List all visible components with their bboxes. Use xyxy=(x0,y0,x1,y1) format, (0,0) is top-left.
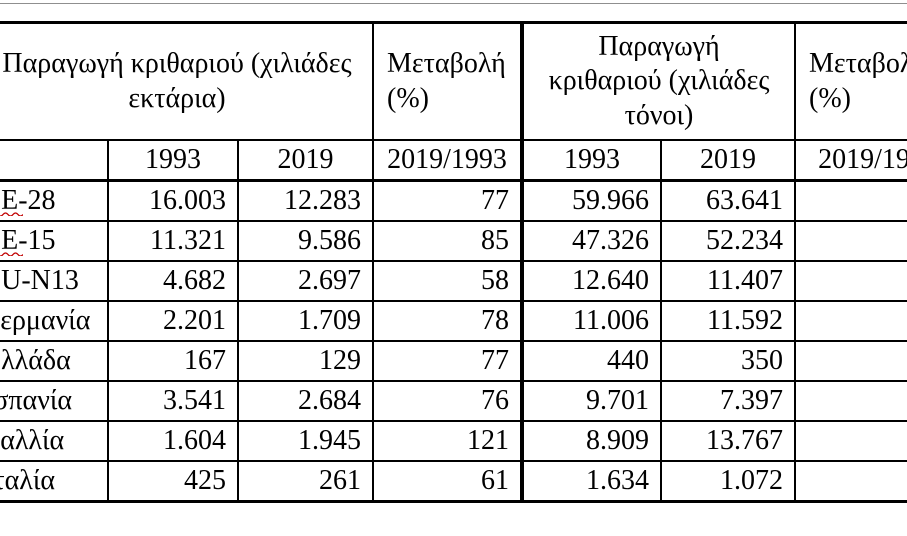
header-change-area: Μεταβολή (%) xyxy=(372,21,524,141)
cell-value: 11.321 xyxy=(107,220,239,262)
cell-value: 11.407 xyxy=(659,260,797,302)
header-row-groups: Παραγωγή κριθαριού (χιλιάδες εκτάρια) Με… xyxy=(0,21,907,141)
cell-value: 76 xyxy=(372,380,524,422)
row-label: Ιταλία xyxy=(0,460,109,503)
cell-value: 2.201 xyxy=(107,300,239,342)
table-container: Παραγωγή κριθαριού (χιλιάδες εκτάρια) Με… xyxy=(0,21,907,503)
cell-value: 2.697 xyxy=(237,260,374,302)
cell-value: 76 xyxy=(794,380,907,422)
table-row: ΕΕ-15 11.321 9.586 85 47.326 52.234 110 xyxy=(0,220,907,262)
cell-value: 11.006 xyxy=(521,300,662,342)
page-top-rule xyxy=(0,3,907,4)
cell-value: 1.072 xyxy=(659,460,797,503)
row-label: Γερμανία xyxy=(0,300,109,342)
cell-value: 13.767 xyxy=(659,420,797,462)
cell-value: 261 xyxy=(237,460,374,503)
spellcheck-squiggle-icon xyxy=(0,212,23,216)
table-row: Ελλάδα 167 129 77 440 350 80 xyxy=(0,340,907,382)
table-row: Γερμανία 2.201 1.709 78 11.006 11.592 10… xyxy=(0,300,907,342)
row-label: EU-N13 xyxy=(0,260,109,302)
cell-value: 52.234 xyxy=(659,220,797,262)
row-label: Ισπανία xyxy=(0,380,109,422)
cell-value: 47.326 xyxy=(521,220,662,262)
cell-value: 8.909 xyxy=(521,420,662,462)
header-tonnes-group: Παραγωγή κριθαριού (χιλιάδες τόνοι) xyxy=(520,21,797,141)
cell-value: 85 xyxy=(372,220,524,262)
cell-value: 1.945 xyxy=(237,420,374,462)
cell-value: 11.592 xyxy=(659,300,797,342)
cell-value: 12.640 xyxy=(521,260,662,302)
cell-value: 1.634 xyxy=(521,460,662,503)
cell-value: 350 xyxy=(659,340,797,382)
cell-value: 77 xyxy=(372,179,524,222)
spellcheck-squiggle-icon xyxy=(0,252,23,256)
cell-value: 78 xyxy=(372,300,524,342)
table-row: Γαλλία 1.604 1.945 121 8.909 13.767 155 xyxy=(0,420,907,462)
cell-value: 129 xyxy=(237,340,374,382)
cell-value: 105 xyxy=(794,300,907,342)
cell-value: 121 xyxy=(372,420,524,462)
cell-value: 66 xyxy=(794,460,907,503)
row-label: ΕΕ-28 xyxy=(0,179,109,222)
subheader-year-2019-tonnes: 2019 xyxy=(659,139,797,182)
cell-value: 63.641 xyxy=(659,179,797,222)
cell-value: 58 xyxy=(372,260,524,302)
cell-value: 7.397 xyxy=(659,380,797,422)
cell-value: 3.541 xyxy=(107,380,239,422)
row-label: Ελλάδα xyxy=(0,340,109,382)
cell-value: 155 xyxy=(794,420,907,462)
header-row-years: 1993 2019 2019/1993 1993 2019 2019/1993 xyxy=(0,139,907,182)
row-label: Γαλλία xyxy=(0,420,109,462)
cell-value: 90 xyxy=(794,260,907,302)
cell-value: 59.966 xyxy=(521,179,662,222)
subheader-ratio-tonnes: 2019/1993 xyxy=(794,139,907,182)
cell-value: 4.682 xyxy=(107,260,239,302)
cell-value: 61 xyxy=(372,460,524,503)
subheader-year-2019-area: 2019 xyxy=(237,139,374,182)
cell-value: 1.604 xyxy=(107,420,239,462)
cell-value: 80 xyxy=(794,340,907,382)
row-label: ΕΕ-15 xyxy=(0,220,109,262)
cell-value: 167 xyxy=(107,340,239,382)
cell-value: 110 xyxy=(794,220,907,262)
barley-production-table: Παραγωγή κριθαριού (χιλιάδες εκτάρια) Με… xyxy=(0,21,907,503)
subheader-ratio-area: 2019/1993 xyxy=(372,139,524,182)
cell-value: 440 xyxy=(521,340,662,382)
cell-value: 12.283 xyxy=(237,179,374,222)
cell-value: 1.709 xyxy=(237,300,374,342)
table-row: EU-N13 4.682 2.697 58 12.640 11.407 90 xyxy=(0,260,907,302)
table-row: Ισπανία 3.541 2.684 76 9.701 7.397 76 xyxy=(0,380,907,422)
subheader-year-1993-area: 1993 xyxy=(107,139,239,182)
cell-value: 106 xyxy=(794,179,907,222)
subheader-year-1993-tonnes: 1993 xyxy=(521,139,662,182)
header-change-tonnes: Μεταβολή (%) xyxy=(794,21,907,141)
table-row: ΕΕ-28 16.003 12.283 77 59.966 63.641 106 xyxy=(0,179,907,222)
cell-value: 425 xyxy=(107,460,239,503)
cell-value: 77 xyxy=(372,340,524,382)
cell-value: 9.701 xyxy=(521,380,662,422)
subheader-empty xyxy=(0,139,109,182)
cell-value: 9.586 xyxy=(237,220,374,262)
cell-value: 2.684 xyxy=(237,380,374,422)
cell-value: 16.003 xyxy=(107,179,239,222)
table-row: Ιταλία 425 261 61 1.634 1.072 66 xyxy=(0,460,907,503)
header-area-group: Παραγωγή κριθαριού (χιλιάδες εκτάρια) xyxy=(0,21,374,141)
